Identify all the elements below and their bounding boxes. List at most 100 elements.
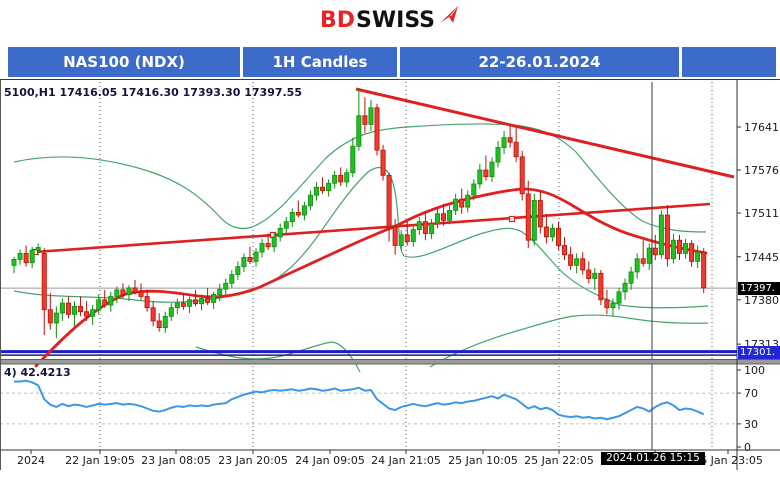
red-ma-line xyxy=(34,187,708,368)
candle-body xyxy=(283,221,289,229)
brand-logo: BD SWISS xyxy=(0,4,780,36)
candle-body xyxy=(640,258,646,264)
candle-body xyxy=(23,253,29,264)
candle-body xyxy=(217,288,223,295)
candle-body xyxy=(162,315,168,328)
time-tick-label: 23 Jan 20:05 xyxy=(218,454,288,467)
candle-body xyxy=(205,298,211,303)
candle-body xyxy=(138,291,144,297)
candle-body xyxy=(610,302,616,309)
candle-body xyxy=(132,287,138,293)
candle-body xyxy=(59,302,65,314)
chart-info-bar: NAS100 (NDX) 1H Candles 22-26.01.2024 xyxy=(0,47,780,77)
candle-body xyxy=(332,174,338,184)
candle-body xyxy=(628,271,634,284)
candle-body xyxy=(489,161,495,178)
candle-body xyxy=(695,251,701,262)
candle-body xyxy=(11,258,17,266)
rsi-tick-label: 70 xyxy=(744,387,758,400)
candle-body xyxy=(689,243,695,262)
candle-body xyxy=(422,221,428,234)
candle-body xyxy=(72,306,78,315)
time-tick-label: 24 Jan 09:05 xyxy=(295,454,365,467)
candle-body xyxy=(374,107,380,151)
ascending-trendline xyxy=(34,202,711,254)
daterange-label: 22-26.01.2024 xyxy=(400,47,679,77)
price-tick-label: 17445. xyxy=(744,251,780,264)
candle-body xyxy=(241,257,247,268)
ohlc-readout: 5100,H1 17416.05 17416.30 17393.30 17397… xyxy=(4,86,302,99)
rsi-readout: 4) 42.4213 xyxy=(4,366,71,379)
bollinger-middle-line xyxy=(13,167,709,309)
candle-body xyxy=(96,299,102,311)
candle-body xyxy=(229,274,235,284)
candle-body xyxy=(701,251,707,289)
candle-body xyxy=(150,307,156,322)
candle-body xyxy=(556,227,562,246)
candle-body xyxy=(90,309,96,317)
candle-body xyxy=(471,183,477,196)
candle-body xyxy=(646,247,652,264)
candle-body xyxy=(144,296,150,309)
candle-body xyxy=(580,258,586,271)
candle-body xyxy=(186,299,192,307)
candle-body xyxy=(622,282,628,293)
brand-swiss: SWISS xyxy=(356,7,436,33)
candle-body xyxy=(392,226,398,246)
candle-body xyxy=(47,309,53,324)
candle-body xyxy=(574,258,580,266)
candle-body xyxy=(120,289,126,295)
candle-body xyxy=(604,299,610,309)
candle-body xyxy=(295,211,301,216)
candle-body xyxy=(326,182,332,191)
rsi-line xyxy=(14,379,705,421)
candle-body xyxy=(598,272,604,301)
candle-body xyxy=(344,172,350,183)
candle-body xyxy=(253,251,259,262)
candle-body xyxy=(350,145,356,174)
candle-body xyxy=(41,253,47,311)
candle-body xyxy=(277,227,283,238)
candle-body xyxy=(265,243,271,248)
candle-body xyxy=(114,289,120,297)
candle-body xyxy=(434,213,440,225)
timeframe-label: 1H Candles xyxy=(243,47,397,77)
time-tick-label: 22 Jan 19:05 xyxy=(65,454,135,467)
candle-body xyxy=(459,198,465,208)
candle-body xyxy=(199,298,205,305)
time-tick-label: 25 Jan 22:05 xyxy=(524,454,594,467)
price-tick-label: 17641. xyxy=(744,121,780,134)
candle-body xyxy=(289,211,295,223)
candle-body xyxy=(320,186,326,191)
candle-body xyxy=(223,282,229,290)
header-divider xyxy=(0,79,780,80)
candle-body xyxy=(356,115,362,147)
candle-body xyxy=(441,213,447,221)
price-tick-label: 17511. xyxy=(744,207,780,220)
candle-body xyxy=(235,266,241,276)
symbol-label: NAS100 (NDX) xyxy=(8,47,240,77)
time-tick-label: 23 Jan 08:05 xyxy=(141,454,211,467)
trendline-handle xyxy=(508,215,516,223)
candle-body xyxy=(513,141,519,158)
time-tick-label: 26 Jan 23:05 xyxy=(693,454,763,467)
candle-body xyxy=(501,137,507,148)
candle-body xyxy=(677,239,683,254)
candle-body xyxy=(483,169,489,178)
candle-body xyxy=(35,247,41,251)
candle-body xyxy=(192,299,198,305)
candle-body xyxy=(29,249,35,264)
candle-body xyxy=(78,306,84,313)
candle-body xyxy=(592,272,598,279)
candle-body xyxy=(338,174,344,183)
time-tick-label: 25 Jan 10:05 xyxy=(448,454,518,467)
candle-body xyxy=(156,320,162,328)
candle-body xyxy=(174,302,180,309)
time-tick-label: 24 Jan 21:05 xyxy=(371,454,441,467)
candle-body xyxy=(307,194,313,207)
infobar-spacer xyxy=(682,47,776,77)
candle-body xyxy=(271,236,277,248)
candle-body xyxy=(168,307,174,317)
candle-body xyxy=(507,137,513,143)
